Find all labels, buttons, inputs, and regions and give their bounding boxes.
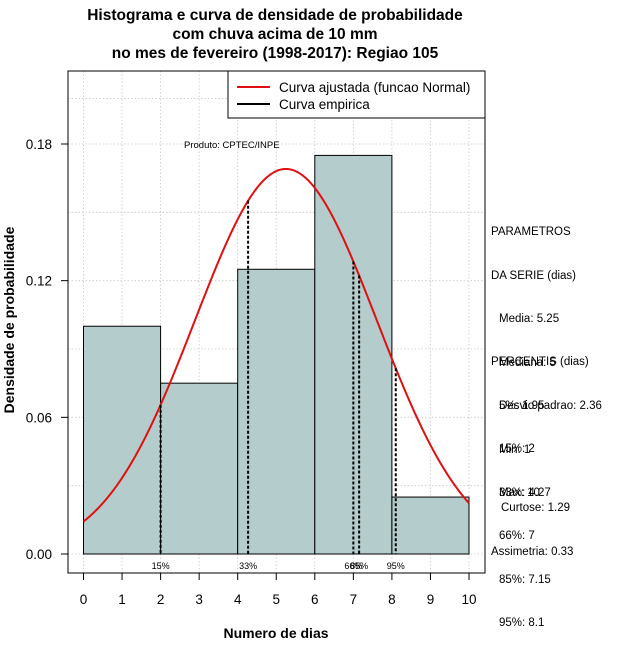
normal-curve-line [82, 167, 470, 523]
x-tick-label-5: 5 [272, 592, 280, 607]
x-tick-label-1: 1 [118, 592, 126, 607]
x-tick-label-8: 8 [388, 592, 396, 607]
parametros-media: Media: 5.25 [499, 313, 560, 325]
percentil-33: 33%: 4.27 [499, 486, 551, 499]
histogram-bar-0 [83, 325, 162, 555]
product-annotation: Produto: CPTEC/INPE [184, 140, 280, 151]
percentis-header: PERCENTIS (dias) [491, 356, 589, 368]
percentile-label-2: 66% [344, 561, 362, 571]
percentil-66: 66%: 7 [499, 530, 535, 542]
histogram-bar-4 [391, 496, 470, 555]
percentile-label-0: 15% [152, 561, 170, 571]
legend-box [227, 70, 486, 119]
parametros-panel: PARAMETROS DA SERIE (dias) Media: 5.25 M… [491, 196, 602, 515]
y-axis-title: Densidade de probabilidade [1, 226, 17, 413]
parametros-max: Max: 10 [499, 487, 540, 499]
percentil-5: 5%: 1.95 [499, 399, 545, 412]
parametros-mediana: Mediana: 5 [499, 356, 556, 369]
percentil-15: 15%: 2 [499, 443, 535, 455]
percentile-label-3: 85% [350, 561, 368, 571]
y-tick-label-1: 0.06 [26, 410, 52, 425]
percentil-85: 85%: 7.15 [499, 573, 551, 586]
legend-label-1: Curva empirica [279, 97, 370, 112]
parametros-header-1: PARAMETROS [491, 226, 571, 238]
chart-title-line-2: com chuva acima de 10 mm [172, 26, 378, 43]
chart-title-line-1: Histograma e curva de densidade de proba… [87, 7, 463, 24]
y-tick-label-2: 0.12 [26, 274, 52, 289]
parametros-min: Min: 1 [499, 443, 531, 456]
percentil-95: 95%: 8.1 [499, 617, 545, 629]
x-tick-label-0: 0 [80, 592, 88, 607]
x-tick-label-7: 7 [350, 592, 358, 607]
x-tick-label-9: 9 [427, 592, 435, 607]
assimetria-text: Assimetria: 0.33 [491, 545, 574, 558]
legend-label-0: Curva ajustada (funcao Normal) [279, 80, 470, 95]
x-tick-label-10: 10 [461, 592, 476, 607]
histogram-bar-2 [237, 268, 316, 555]
percentis-panel: PERCENTIS (dias) 5%: 1.95 15%: 2 33%: 4.… [491, 326, 589, 645]
y-tick-label-0: 0.00 [26, 547, 52, 562]
stats-panel: Curtose: 1.29 Assimetria: 0.33 [491, 472, 573, 574]
percentile-label-4: 95% [387, 561, 405, 571]
x-axis-title: Numero de dias [223, 625, 328, 641]
x-tick-label-4: 4 [234, 592, 242, 607]
x-tick-label-2: 2 [157, 592, 165, 607]
parametros-header-2: DA SERIE (dias) [491, 269, 576, 282]
curtose-text: Curtose: 1.29 [501, 502, 571, 514]
y-tick-label-3: 0.18 [26, 137, 52, 152]
percentile-label-1: 33% [239, 561, 257, 571]
chart-title-line-3: no mes de fevereiro (1998-2017): Regiao … [111, 45, 439, 62]
parametros-desvio: Desvio padrao: 2.36 [499, 400, 602, 412]
x-tick-label-6: 6 [311, 592, 319, 607]
histogram-bar-1 [160, 382, 239, 555]
x-tick-label-3: 3 [195, 592, 203, 607]
